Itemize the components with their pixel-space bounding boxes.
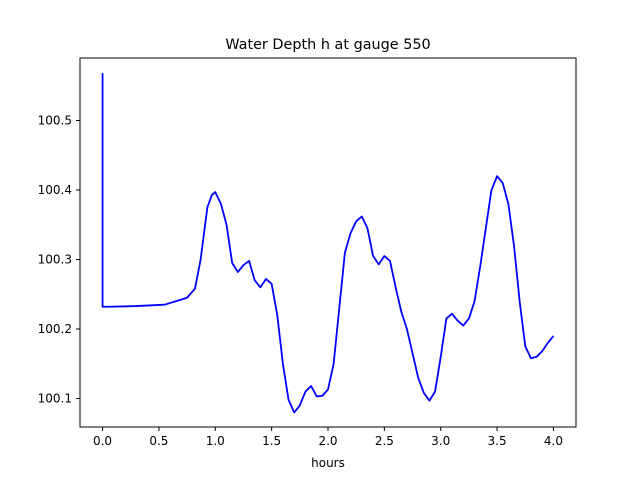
plot-area: [79, 57, 577, 428]
x-tick-label: 0.5: [149, 434, 168, 448]
series-line: [101, 73, 555, 414]
y-axis-ticks: 100.1 100.2 100.3 100.4 100.5: [38, 114, 80, 406]
x-tick-label: 4.0: [544, 434, 563, 448]
x-tick-label: 3.0: [431, 434, 450, 448]
y-tick-label: 100.2: [38, 322, 72, 336]
plot-background: [80, 58, 576, 427]
x-tick-label: 0.0: [93, 434, 112, 448]
y-tick-label: 100.4: [38, 183, 72, 197]
x-tick-label: 1.0: [206, 434, 225, 448]
x-axis-label: hours: [311, 456, 345, 470]
y-tick-label: 100.3: [38, 253, 72, 267]
x-tick-label: 2.5: [375, 434, 394, 448]
y-tick-label: 100.5: [38, 114, 72, 128]
x-axis-ticks: 0.0 0.5 1.0 1.5 2.0 2.5 3.0 3.5 4.0: [93, 427, 563, 448]
chart-title: Water Depth h at gauge 550: [225, 37, 430, 53]
x-tick-label: 3.5: [488, 434, 507, 448]
x-tick-label: 1.5: [262, 434, 281, 448]
y-tick-label: 100.1: [38, 392, 72, 406]
x-tick-label: 2.0: [318, 434, 337, 448]
